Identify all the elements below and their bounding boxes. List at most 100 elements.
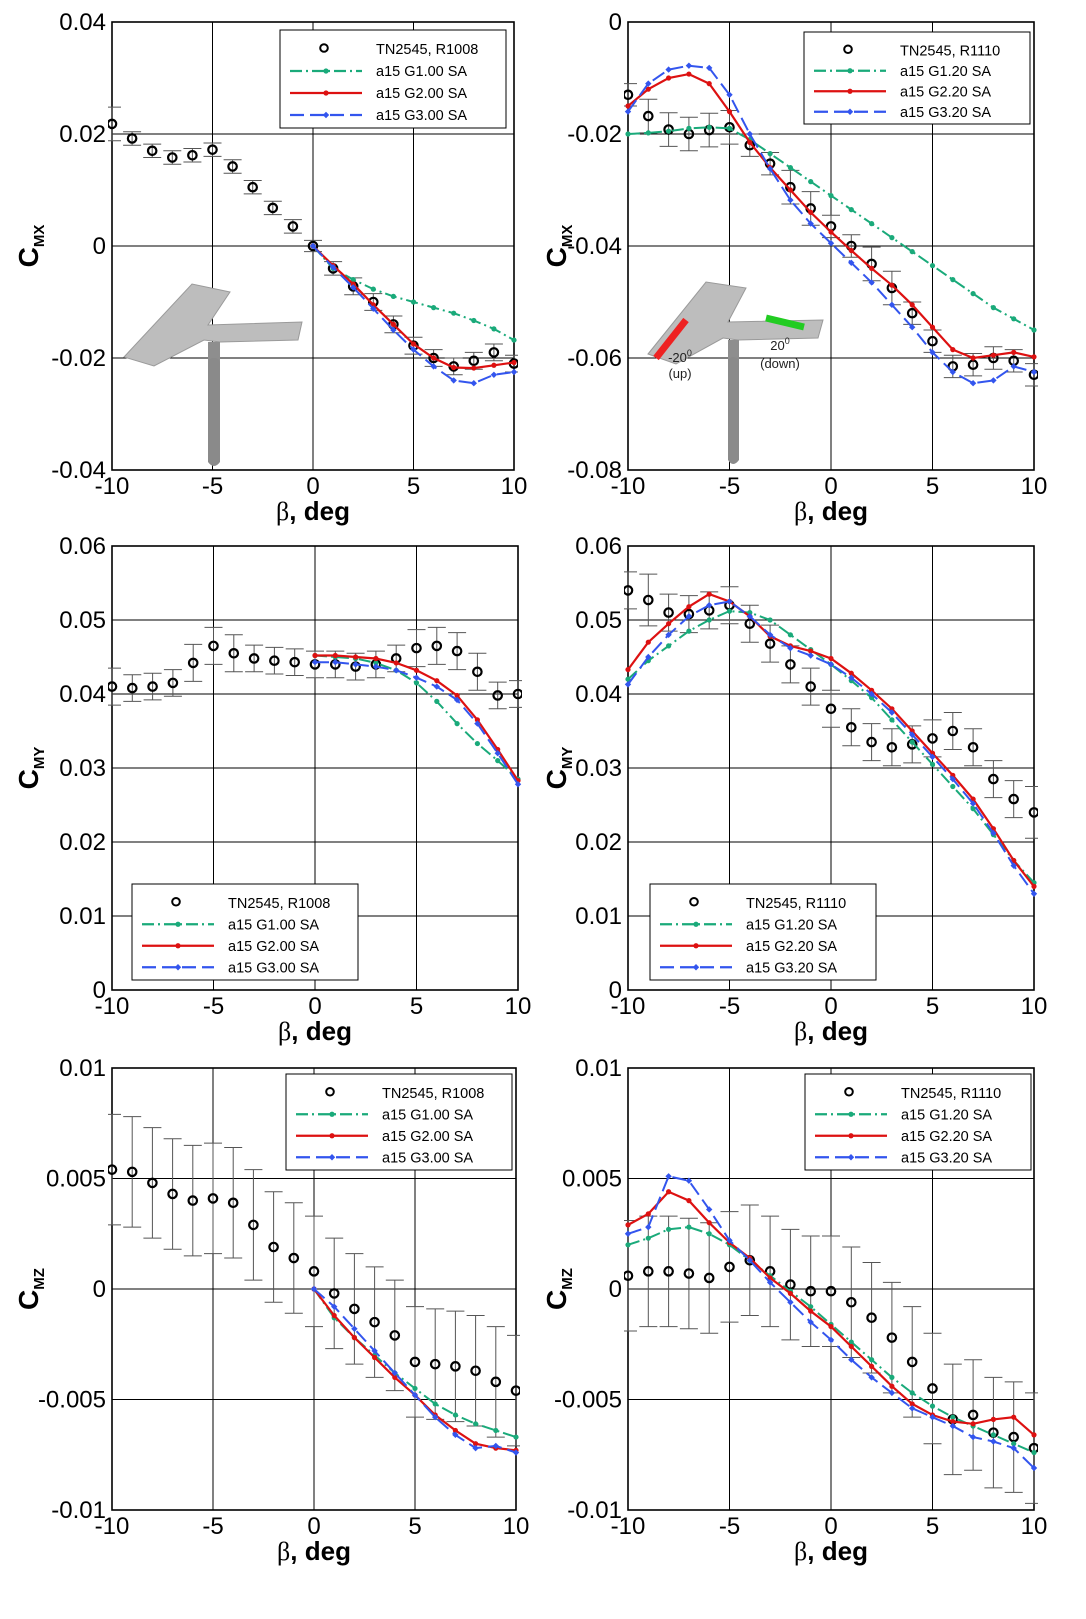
data-point	[726, 91, 733, 98]
x-tick-label: -10	[95, 473, 130, 500]
data-point	[147, 1177, 158, 1189]
y-axis-label-main: C	[13, 247, 44, 267]
y-axis-label-main: C	[13, 769, 44, 789]
y-tick-label: -0.005	[554, 1387, 622, 1414]
legend-box	[285, 1073, 513, 1171]
data-point	[624, 681, 632, 688]
legend-label: a15 G2.20 SA	[900, 84, 991, 100]
flap-up-marker	[653, 317, 689, 361]
data-point	[744, 618, 756, 629]
data-point	[1011, 349, 1017, 355]
data-point	[373, 655, 379, 662]
data-point	[167, 152, 178, 163]
data-point	[666, 75, 672, 81]
y-tick-label: 0	[609, 9, 622, 36]
data-point	[625, 666, 631, 673]
legend-item: a15 G1.00 SA	[142, 917, 319, 933]
y-tick-label: -0.04	[51, 457, 106, 484]
data-point	[510, 368, 518, 376]
plot-area	[624, 1173, 1038, 1504]
legend-box	[804, 1073, 1032, 1171]
data-point	[370, 305, 377, 312]
data-point	[373, 660, 379, 666]
x-axis-label: β, deg	[794, 1016, 868, 1046]
data-point	[747, 610, 753, 616]
x-tick-label: -5	[202, 1513, 223, 1540]
legend-item: a15 G2.00 SA	[290, 86, 467, 102]
data-point	[329, 264, 337, 271]
data-point	[472, 1444, 479, 1452]
legend-item: a15 G1.20 SA	[815, 1107, 992, 1123]
data-point	[511, 359, 517, 366]
legend: TN2545, R1110 a15 G1.20 SA a15 G2.20 SA a15…	[804, 1073, 1032, 1171]
data-point	[929, 324, 936, 330]
flap-down-angle-label: 200	[770, 336, 789, 353]
data-point	[990, 352, 996, 358]
data-point	[351, 1325, 358, 1332]
y-tick-label: 0.01	[575, 903, 622, 930]
data-point	[967, 1409, 979, 1421]
sting-shape	[728, 357, 739, 464]
data-point	[767, 1275, 773, 1281]
data-point	[624, 1230, 632, 1237]
data-point	[663, 607, 674, 618]
data-point	[869, 221, 875, 227]
x-axis-label-greek: β	[794, 497, 807, 526]
data-point	[434, 678, 440, 684]
y-tick-label: 0.02	[59, 829, 106, 856]
legend-marker	[329, 1111, 335, 1117]
data-point	[350, 277, 356, 283]
data-point	[287, 221, 299, 232]
legend-swatch	[689, 896, 699, 907]
y-axis-label-main: C	[541, 769, 572, 789]
x-axis-label-text: , deg	[807, 1536, 868, 1566]
legend-marker	[847, 68, 853, 74]
data-point	[764, 638, 776, 649]
legend-marker	[846, 108, 854, 115]
y-axis-label-sub: MZ	[31, 1268, 48, 1290]
data-point	[207, 1193, 219, 1204]
data-point	[410, 341, 417, 347]
legend-item: a15 G3.20 SA	[660, 960, 837, 976]
data-point	[825, 703, 837, 715]
legend-marker	[175, 943, 181, 949]
data-point	[372, 1354, 378, 1361]
data-point	[108, 118, 118, 130]
legend-marker	[323, 68, 329, 74]
data-point	[683, 1268, 695, 1279]
data-point	[371, 1347, 378, 1355]
x-tick-label: -10	[95, 993, 130, 1020]
data-point	[869, 687, 875, 693]
data-point	[491, 362, 497, 368]
flap-down-marker	[765, 314, 805, 331]
data-point	[848, 1343, 854, 1350]
y-tick-label: -0.06	[567, 345, 622, 372]
series-dashed	[311, 658, 522, 788]
y-tick-label: 0.02	[575, 829, 622, 856]
data-point	[108, 681, 118, 692]
data-point	[432, 1401, 438, 1407]
x-axis-label-text: , deg	[291, 1016, 352, 1046]
data-point	[888, 709, 896, 716]
legend-marker	[693, 943, 699, 949]
x-axis-label-greek: β	[794, 1017, 807, 1046]
legend-label: a15 G1.00 SA	[228, 917, 319, 933]
y-tick-label: 0.005	[562, 1166, 622, 1193]
data-point	[450, 377, 457, 384]
data-point	[451, 645, 463, 657]
data-point	[208, 640, 219, 652]
x-axis-label-text: , deg	[290, 1536, 351, 1566]
data-point	[970, 355, 976, 361]
data-point	[351, 1335, 357, 1341]
flap-up-angle-label: -200	[668, 348, 692, 365]
legend-marker	[322, 111, 330, 119]
x-tick-label: 10	[1021, 1513, 1048, 1540]
x-tick-label: 5	[410, 993, 423, 1020]
legend-item: TN2545, R1008	[171, 896, 330, 912]
data-point	[307, 240, 319, 252]
data-point	[288, 1252, 300, 1264]
data-point	[787, 1299, 794, 1306]
y-tick-label: -0.01	[567, 1497, 622, 1524]
data-point	[645, 130, 651, 136]
flap-down-caption: (down)	[760, 356, 800, 371]
